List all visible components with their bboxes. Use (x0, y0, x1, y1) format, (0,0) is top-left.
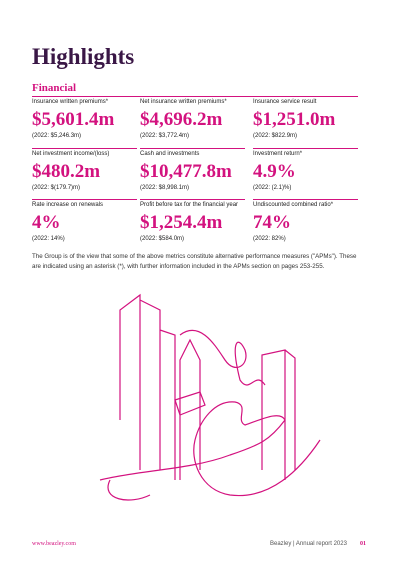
metric-prior: (2022: 14%) (32, 236, 65, 242)
building-lines (119, 293, 176, 480)
metric: Investment return* 4.9% (2022: (2.1)%) (253, 148, 358, 191)
metric: Cash and investments $10,477.8m (2022: $8,… (140, 148, 245, 191)
metric-prior: (2022: $5,246.3m) (32, 133, 82, 139)
metric-value: $480.2m (32, 161, 101, 182)
metric-prior: (2022: $822.9m) (253, 133, 298, 139)
metric-value: $1,254.4m (140, 212, 223, 233)
metric-label: Cash and investments (140, 151, 200, 157)
metric-rule (253, 96, 358, 97)
metric-value: 4% (32, 212, 61, 233)
note: The Group is of the view that some of th… (32, 253, 357, 270)
metric: Net investment income/(loss) $480.2m (2022… (32, 148, 137, 191)
metric-value: 74% (253, 212, 291, 233)
metric: Profit before tax for the financial year… (140, 199, 245, 242)
website: www.beazley.com (32, 541, 76, 547)
metric-label: Net investment income/(loss) (32, 151, 110, 157)
metric-rule (253, 199, 358, 200)
swirl (107, 479, 151, 501)
metric-label: Profit before tax for the financial year (140, 202, 239, 208)
metric-label: Rate increase on renewals (32, 202, 104, 208)
metric: Rate increase on renewals 4% (2022: 14%) (32, 199, 137, 242)
metric-prior: (2022: $8,998.1m) (140, 185, 190, 191)
metric-prior: (2022: 82%) (253, 236, 286, 242)
metric-prior: (2022: (2.1)%) (253, 185, 292, 191)
metric-rule (140, 96, 245, 97)
metric: Insurance service result $1,251.0m (2022: … (253, 96, 358, 139)
metric-label: Undiscounted combined ratio* (253, 202, 334, 208)
metric-value: $1,251.0m (253, 109, 336, 130)
metric-value: $5,601.4m (32, 109, 115, 130)
phone (174, 391, 206, 416)
metric: Undiscounted combined ratio* 74% (2022: 82… (253, 199, 358, 242)
title: Highlights (32, 44, 135, 69)
section-title: Financial (32, 82, 77, 94)
metric-rule (32, 148, 137, 149)
right-tower (261, 349, 296, 480)
metric-value: $10,477.8m (140, 161, 232, 182)
tower-line (179, 338, 201, 480)
metric-value: $4,696.2m (140, 109, 223, 130)
metric-prior: (2022: $3,772.4m) (140, 133, 190, 139)
metric: Net insurance written premiums* $4,696.2m… (140, 96, 245, 139)
report-name: Beazley | Annual report 2023 (270, 541, 347, 547)
metric-label: Net insurance written premiums* (140, 99, 227, 105)
metric-label: Insurance service result (253, 99, 317, 105)
hand-line (99, 401, 321, 497)
metric-value: 4.9% (253, 161, 296, 182)
metric-rule (32, 199, 137, 200)
metric-prior: (2022: $(179.7)m) (32, 185, 81, 191)
face-line (179, 329, 266, 386)
metric-label: Insurance written premiums* (32, 99, 109, 105)
metric: Insurance written premiums* $5,601.4m (202… (32, 96, 137, 139)
metric-rule (253, 148, 358, 149)
metric-rule (32, 96, 137, 97)
metric-rule (140, 199, 245, 200)
metric-rule (140, 148, 245, 149)
page-number: 01 (360, 541, 366, 547)
metric-label: Investment return* (253, 151, 303, 157)
metric-prior: (2022: $584.0m) (140, 236, 185, 242)
